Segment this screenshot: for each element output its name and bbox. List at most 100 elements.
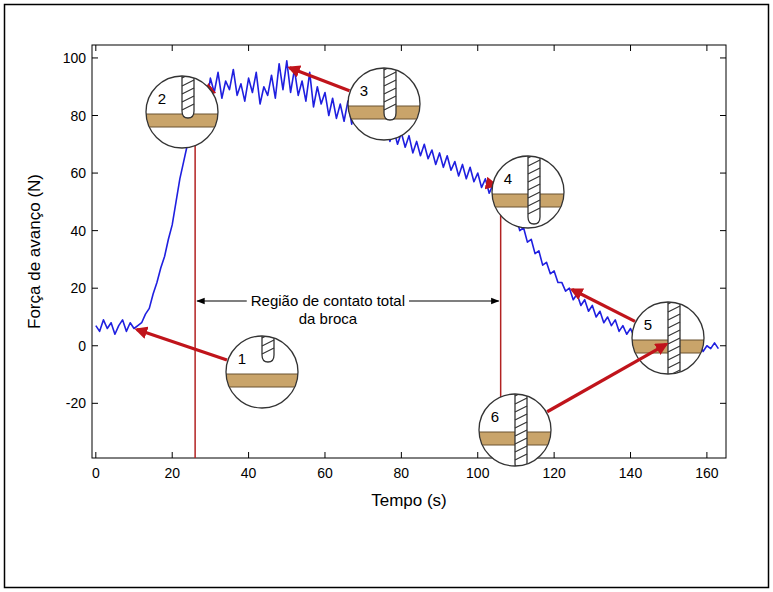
- x-tick: [401, 45, 402, 51]
- plot-frame: [92, 45, 726, 458]
- y-tick: [92, 173, 98, 174]
- drill-flute: [668, 322, 680, 328]
- x-tick: [554, 45, 555, 51]
- drill-flute: [262, 340, 274, 346]
- y-tick: [720, 57, 726, 58]
- drill-flute: [515, 398, 527, 404]
- drill-flute: [668, 306, 680, 312]
- icon-ring: [632, 302, 704, 374]
- annotation-arrow: [137, 329, 227, 360]
- icon-ring: [226, 336, 298, 408]
- y-tick-label: 100: [63, 50, 87, 66]
- icon-inner: [632, 298, 704, 384]
- drill-flute: [182, 96, 194, 102]
- region-label-bg: [249, 291, 407, 328]
- annotation-number: 2: [158, 90, 166, 107]
- x-tick: [554, 452, 555, 458]
- x-tick: [401, 452, 402, 458]
- y-tick: [92, 230, 98, 231]
- drill-body: [384, 66, 396, 120]
- region-arrow: [409, 300, 499, 301]
- workpiece: [226, 374, 298, 387]
- x-tick: [95, 45, 96, 51]
- y-tick: [720, 115, 726, 116]
- x-tick: [172, 45, 173, 51]
- drill-flute: [668, 338, 680, 344]
- region-label: Região de contato totalda broca: [251, 292, 405, 327]
- x-tick-label: 0: [92, 465, 100, 481]
- y-tick-label: 0: [78, 338, 86, 354]
- icon-ring: [492, 156, 564, 228]
- icon-inner: [226, 332, 298, 387]
- drill-flute: [528, 168, 540, 174]
- icon-ring: [479, 394, 551, 466]
- y-tick-label: 80: [70, 108, 86, 124]
- x-tick-label: 40: [241, 465, 257, 481]
- workpiece-edge: [226, 374, 298, 375]
- drill-body: [515, 392, 527, 470]
- drill-flute: [528, 184, 540, 190]
- drill-flute: [182, 80, 194, 86]
- drill-body: [668, 300, 680, 384]
- drill-flute: [528, 176, 540, 182]
- drill-body: [182, 74, 194, 118]
- y-tick-label: -20: [66, 395, 86, 411]
- drill-icon: 6: [479, 390, 551, 470]
- x-tick-label: 60: [317, 465, 333, 481]
- y-tick: [720, 173, 726, 174]
- drill-flute: [384, 96, 396, 102]
- drill-flute: [668, 346, 680, 352]
- x-tick-label: 160: [695, 465, 719, 481]
- annotation-arrow: [547, 344, 666, 411]
- y-tick: [92, 345, 98, 346]
- drill-flute: [668, 362, 680, 368]
- icon-inner: [348, 64, 420, 120]
- drill-flute: [515, 446, 527, 452]
- drill-flute: [668, 314, 680, 320]
- y-tick: [92, 115, 98, 116]
- y-axis-title: Força de avanço (N): [25, 174, 44, 329]
- x-tick-label: 140: [619, 465, 643, 481]
- drill-flute: [528, 192, 540, 198]
- x-tick-label: 80: [394, 465, 410, 481]
- icon-inner: [479, 390, 551, 470]
- annotation-number: 6: [491, 408, 499, 425]
- icon-ring: [348, 68, 420, 140]
- drill-flute: [182, 88, 194, 94]
- x-tick: [630, 452, 631, 458]
- region-start-line: [194, 118, 196, 458]
- drill-flute: [384, 104, 396, 110]
- x-tick: [95, 452, 96, 458]
- drill-flute: [528, 208, 540, 214]
- y-tick: [720, 403, 726, 404]
- annotation-number: 5: [644, 316, 652, 333]
- annotation-arrow: [572, 290, 635, 322]
- y-tick-label: 20: [70, 280, 86, 296]
- drill-icon: 1: [226, 332, 298, 408]
- y-tick: [92, 403, 98, 404]
- y-tick: [92, 288, 98, 289]
- y-tick-label: 60: [70, 165, 86, 181]
- region-arrow: [197, 300, 247, 301]
- workpiece-edge: [226, 387, 298, 388]
- y-tick: [720, 288, 726, 289]
- annotation-arrow: [290, 68, 350, 91]
- drill-flute: [515, 438, 527, 444]
- x-tick-label: 120: [542, 465, 566, 481]
- region-label-line: da broca: [299, 310, 358, 327]
- annotation-number: 4: [504, 170, 512, 187]
- x-tick: [172, 452, 173, 458]
- annotation-number: 1: [238, 350, 246, 367]
- drill-flute: [515, 406, 527, 412]
- x-tick-label: 100: [466, 465, 490, 481]
- x-tick: [248, 452, 249, 458]
- icon-ring: [146, 76, 218, 148]
- x-tick: [477, 45, 478, 51]
- drill-flute: [668, 354, 680, 360]
- annotation-number: 3: [360, 82, 368, 99]
- drill-flute: [384, 72, 396, 78]
- drill-flute: [528, 200, 540, 206]
- drill-icon: 3: [348, 64, 420, 140]
- drill-flute: [515, 422, 527, 428]
- x-tick: [706, 452, 707, 458]
